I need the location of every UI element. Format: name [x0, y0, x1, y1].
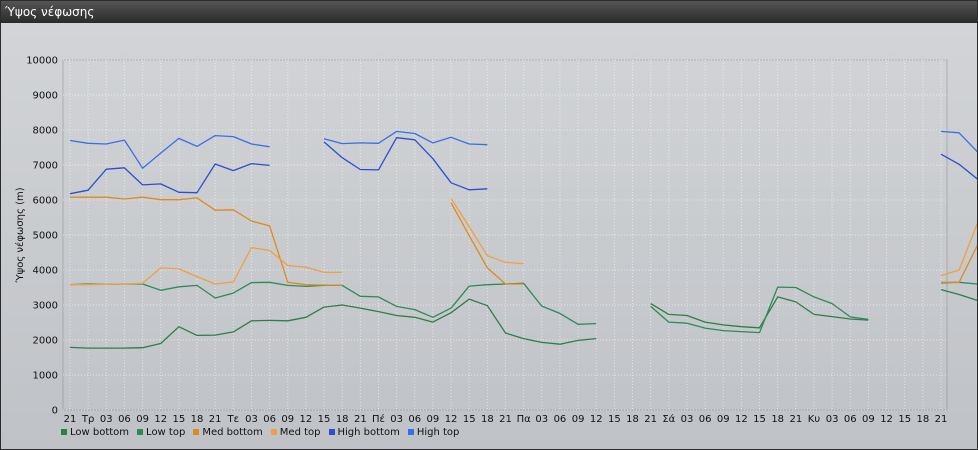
legend-swatch [193, 429, 200, 435]
legend-label: Med bottom [202, 427, 263, 438]
x-tick-label: 18 [481, 414, 494, 425]
x-tick-label: 18 [771, 414, 784, 425]
x-tick-label: 03 [826, 414, 839, 425]
x-tick-label: 03 [535, 414, 548, 425]
x-tick-label: 06 [844, 414, 857, 425]
x-tick-label: 09 [572, 414, 585, 425]
x-gridlines [69, 60, 942, 410]
x-tick-label: 12 [154, 414, 167, 425]
x-tick-label: 18 [336, 414, 349, 425]
legend: Low bottom Low top Med bottom Med top High b… [61, 427, 467, 441]
y-tick-label: 10000 [26, 56, 58, 67]
x-tick-label: Τρ [81, 414, 94, 425]
series-line-high-top [69, 130, 977, 169]
legend-swatch [61, 429, 67, 435]
legend-swatch [407, 429, 414, 435]
x-tick-label: 21 [64, 414, 77, 425]
x-tick-label: 15 [898, 414, 911, 425]
window-title: Ύψος νέφωσης [5, 5, 95, 19]
x-tick-label: Κυ [808, 414, 821, 425]
x-tick-label: 09 [281, 414, 294, 425]
y-tick-label: 7000 [33, 161, 58, 172]
x-tick-label: Τε [227, 414, 240, 425]
legend-swatch [328, 429, 335, 435]
x-tick-label: 15 [318, 414, 331, 425]
x-tick-label: 12 [445, 414, 458, 425]
y-tick-label: 5000 [33, 231, 58, 242]
x-tick-label: 21 [209, 414, 222, 425]
series-line-low-bottom [69, 288, 977, 349]
y-tick-label: 9000 [33, 91, 58, 102]
x-tick-label: 15 [753, 414, 766, 425]
x-tick-label: 06 [699, 414, 712, 425]
x-tick-label: 21 [644, 414, 657, 425]
y-tick-label: 0 [52, 406, 58, 417]
x-tick-labels: 21 Τρ 03 06 09 12 15 18 21 Τε 03 06 09 12 15 18 21 Πέ 03 06… [64, 413, 948, 425]
legend-label: Med top [279, 427, 321, 438]
legend-item-high-bottom: High bottom [328, 427, 400, 438]
x-tick-label: 18 [626, 414, 639, 425]
x-tick-label: 06 [408, 414, 421, 425]
x-tick-label: 03 [100, 414, 113, 425]
x-tick-label: 12 [880, 414, 893, 425]
legend-label: High bottom [337, 427, 400, 438]
x-tick-label: 15 [173, 414, 186, 425]
legend-item-med-bottom: Med bottom [193, 427, 263, 438]
x-tick-label: 06 [263, 414, 276, 425]
legend-item-low-top: Low top [137, 427, 185, 438]
x-tick-label: 09 [136, 414, 149, 425]
x-tick-label: 15 [608, 414, 621, 425]
x-tick-label: 18 [191, 414, 204, 425]
legend-label: High top [416, 427, 460, 438]
x-tick-label: 12 [300, 414, 313, 425]
legend-label: Low top [146, 427, 186, 438]
series-line-low-top [69, 281, 977, 334]
legend-swatch [270, 429, 277, 435]
series-lines [69, 130, 977, 349]
x-tick-label: 06 [554, 414, 567, 425]
x-tick-label: Πέ [372, 413, 385, 425]
x-tick-label: 15 [463, 414, 476, 425]
window-titlebar: Ύψος νέφωσης [1, 1, 977, 23]
x-tick-label: Σά [662, 413, 675, 425]
x-tick-label: 09 [427, 414, 440, 425]
legend-label: Low bottom [70, 427, 130, 438]
x-tick-label: 03 [681, 414, 694, 425]
legend-item-med-top: Med top [270, 427, 321, 438]
series-line-high-bottom [69, 137, 977, 195]
x-tick-label: 21 [789, 414, 802, 425]
y-tick-labels: 0 1000 2000 3000 4000 5000 6000 7000 8000 9000 100… [26, 56, 58, 417]
legend-item-high-top: High top [407, 427, 460, 438]
x-tick-label: 21 [354, 414, 367, 425]
y-axis-label: Ύψος νέφωσης (m) [14, 187, 26, 283]
legend-item-low-bottom: Low bottom [61, 427, 129, 438]
x-tick-label: 09 [862, 414, 875, 425]
x-tick-label: Πα [517, 414, 532, 425]
x-tick-label: 12 [735, 414, 748, 425]
x-tick-label: 06 [118, 414, 131, 425]
x-tick-label: 03 [245, 414, 258, 425]
x-tick-label: 12 [590, 414, 603, 425]
y-tick-label: 1000 [33, 371, 58, 382]
x-tick-label: 03 [390, 414, 403, 425]
y-tick-label: 3000 [33, 301, 58, 312]
y-tick-label: 8000 [33, 126, 58, 137]
y-tick-label: 2000 [33, 336, 58, 347]
x-tick-label: 21 [935, 414, 948, 425]
series-line-med-top [70, 198, 977, 286]
x-tick-label: 21 [499, 414, 512, 425]
x-tick-label: 18 [916, 414, 929, 425]
y-tick-label: 6000 [33, 196, 58, 207]
series-line-med-bottom [70, 196, 977, 287]
legend-swatch [137, 429, 144, 435]
y-tick-label: 4000 [33, 266, 58, 277]
x-tick-label: 09 [717, 414, 730, 425]
